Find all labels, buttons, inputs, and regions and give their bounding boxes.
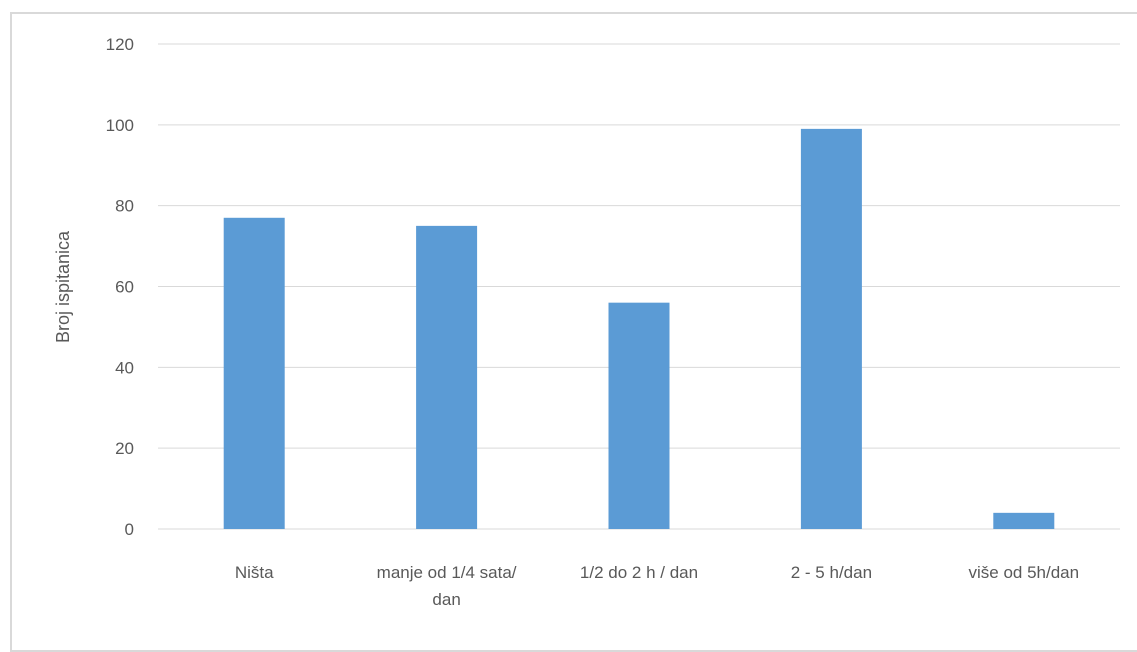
chart-frame [10,12,1137,652]
y-tick-label: 60 [115,278,134,297]
x-axis-ticks: Ništa manje od 1/4 sata/dan 1/2 do 2 h / d… [235,563,1079,609]
x-tick-label: manje od 1/4 sata/ [377,563,517,582]
bar-2 [608,302,670,529]
y-tick-label: 20 [115,439,134,458]
x-tick-label: 1/2 do 2 h / dan [580,563,698,582]
bar-0 [223,217,285,529]
y-tick-label: 80 [115,197,134,216]
x-tick-label: 2 - 5 h/dan [791,563,872,582]
bar-3 [800,128,862,529]
bar-1 [416,225,478,529]
bar-chart: 0 20 40 60 80 100 120 Ništa manje od 1/4 sata/d… [53,35,1120,609]
y-axis-ticks: 0 20 40 60 80 100 120 [106,35,134,539]
y-tick-label: 0 [125,520,134,539]
y-tick-label: 100 [106,116,134,135]
y-axis-title: Broj ispitanica [53,230,73,343]
bar-4 [993,512,1055,529]
x-tick-label: Ništa [235,563,274,582]
x-tick-label: dan [432,590,460,609]
bars [223,128,1055,529]
x-tick-label: više od 5h/dan [969,563,1080,582]
y-tick-label: 40 [115,358,134,377]
y-tick-label: 120 [106,35,134,54]
